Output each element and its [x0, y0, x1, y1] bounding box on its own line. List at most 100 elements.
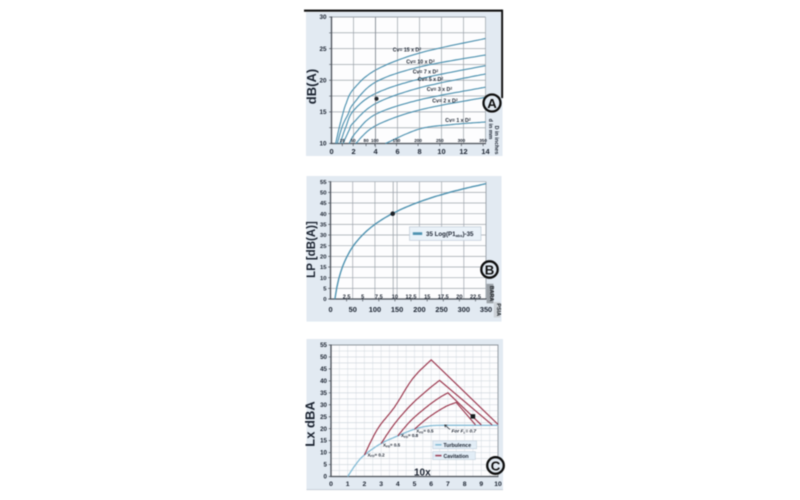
svg-text:30: 30	[320, 402, 327, 409]
svg-text:Cv= 1 x D2: Cv= 1 x D2	[445, 118, 471, 125]
svg-text:22.5: 22.5	[470, 295, 481, 301]
svg-text:35 Log(P1abs)-35: 35 Log(P1abs)-35	[426, 231, 474, 238]
svg-text:2: 2	[351, 147, 355, 156]
svg-text:5: 5	[361, 295, 364, 301]
svg-text:0: 0	[329, 147, 333, 156]
svg-text:XFD= 0.5: XFD= 0.5	[383, 443, 401, 449]
svg-text:17.5: 17.5	[438, 295, 449, 301]
svg-text:Cv= 10 x D2: Cv= 10 x D2	[406, 59, 434, 66]
svg-text:25: 25	[340, 138, 346, 143]
svg-text:10: 10	[437, 147, 445, 156]
svg-text:350: 350	[480, 305, 492, 314]
svg-text:80: 80	[364, 138, 370, 143]
svg-text:200: 200	[413, 305, 425, 314]
svg-text:10: 10	[392, 295, 398, 301]
svg-text:For FL= 0.7: For FL= 0.7	[452, 429, 477, 435]
svg-text:Cavitation: Cavitation	[444, 454, 469, 460]
svg-text:25: 25	[319, 46, 327, 53]
svg-text:2: 2	[363, 481, 367, 488]
svg-text:0: 0	[323, 297, 327, 303]
svg-text:12: 12	[459, 147, 467, 156]
svg-text:50: 50	[320, 191, 327, 197]
svg-text:5: 5	[324, 462, 328, 469]
svg-text:50: 50	[320, 354, 327, 361]
svg-text:C: C	[491, 458, 501, 473]
svg-text:35: 35	[320, 223, 327, 229]
svg-text:0: 0	[328, 305, 332, 314]
svg-text:BARA: BARA	[488, 286, 494, 302]
svg-text:6: 6	[429, 481, 433, 488]
svg-text:5: 5	[413, 481, 417, 488]
svg-text:10x: 10x	[414, 467, 431, 478]
svg-text:15: 15	[424, 295, 430, 301]
svg-text:100: 100	[371, 138, 379, 143]
svg-text:2.5: 2.5	[343, 295, 351, 301]
svg-text:d in mm: d in mm	[487, 119, 493, 140]
svg-text:20: 20	[320, 254, 327, 260]
svg-text:250: 250	[435, 305, 447, 314]
svg-text:XFD= 0.2: XFD= 0.2	[368, 452, 386, 458]
svg-text:0: 0	[329, 481, 333, 488]
svg-text:300: 300	[458, 138, 466, 143]
svg-text:200: 200	[414, 138, 422, 143]
svg-text:B: B	[485, 262, 495, 277]
svg-text:4: 4	[396, 481, 400, 488]
svg-text:25: 25	[320, 244, 327, 250]
svg-text:15: 15	[319, 109, 327, 116]
svg-text:0: 0	[324, 474, 328, 481]
svg-text:9: 9	[479, 481, 483, 488]
svg-text:6: 6	[395, 147, 399, 156]
svg-text:35: 35	[320, 390, 327, 397]
svg-text:Cv= 3 x D2: Cv= 3 x D2	[427, 87, 453, 94]
svg-text:20: 20	[456, 295, 462, 301]
svg-text:30: 30	[319, 14, 327, 21]
svg-text:45: 45	[320, 201, 327, 207]
svg-text:250: 250	[436, 138, 444, 143]
svg-text:dB(A): dB(A)	[304, 69, 319, 104]
svg-text:20: 20	[320, 426, 327, 433]
svg-text:10: 10	[494, 481, 502, 488]
svg-text:55: 55	[320, 342, 327, 349]
svg-text:Cv= 15 x D2: Cv= 15 x D2	[393, 47, 421, 54]
svg-text:A: A	[487, 96, 497, 111]
svg-text:20: 20	[319, 78, 327, 85]
svg-text:40: 40	[320, 378, 327, 385]
svg-text:350: 350	[479, 138, 487, 143]
svg-text:XFD= 0.8: XFD= 0.8	[401, 433, 419, 439]
svg-text:XFD= 0.5: XFD= 0.5	[416, 429, 434, 435]
svg-text:150: 150	[391, 305, 403, 314]
svg-text:50: 50	[351, 138, 357, 143]
svg-text:7: 7	[446, 481, 450, 488]
svg-text:4: 4	[373, 147, 378, 156]
svg-text:30: 30	[320, 233, 327, 239]
svg-text:7.5: 7.5	[375, 295, 383, 301]
svg-text:Lx dBA: Lx dBA	[302, 401, 317, 447]
svg-text:1: 1	[346, 481, 350, 488]
svg-text:150: 150	[393, 138, 401, 143]
svg-text:15: 15	[320, 438, 327, 445]
svg-text:Turbulence: Turbulence	[444, 443, 472, 449]
svg-text:Cv= 7 x D2: Cv= 7 x D2	[413, 69, 439, 76]
svg-text:Cv= 2 x D2: Cv= 2 x D2	[432, 98, 458, 105]
svg-text:Cv= 5 x D2: Cv= 5 x D2	[418, 76, 444, 83]
svg-text:55: 55	[320, 180, 327, 186]
svg-text:5: 5	[323, 286, 327, 292]
svg-text:10: 10	[320, 450, 327, 457]
svg-text:45: 45	[320, 366, 327, 373]
svg-text:3: 3	[379, 481, 383, 488]
svg-text:8: 8	[417, 147, 421, 156]
svg-text:14: 14	[481, 147, 490, 156]
svg-text:12.5: 12.5	[406, 295, 417, 301]
svg-text:8: 8	[463, 481, 467, 488]
svg-text:25: 25	[320, 414, 327, 421]
svg-text:15: 15	[320, 265, 327, 271]
svg-text:10: 10	[320, 276, 327, 282]
svg-text:100: 100	[369, 305, 381, 314]
svg-text:300: 300	[458, 305, 470, 314]
svg-text:50: 50	[349, 305, 357, 314]
svg-text:LP [dB(A)]: LP [dB(A)]	[306, 221, 318, 278]
svg-text:D in inches: D in inches	[493, 126, 499, 155]
svg-text:10: 10	[319, 141, 327, 148]
svg-text:40: 40	[320, 212, 327, 218]
svg-text:PSIA: PSIA	[495, 303, 501, 316]
